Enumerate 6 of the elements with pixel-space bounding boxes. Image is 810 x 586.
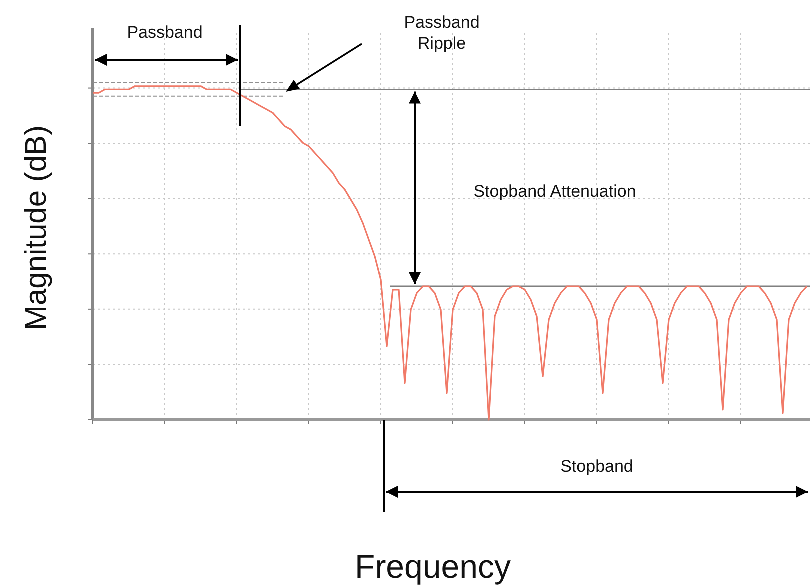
text: Passband Ripple (404, 13, 480, 53)
text: Passband (127, 23, 203, 42)
y-axis-title: Magnitude (dB) (20, 125, 53, 331)
text: Stopband (560, 457, 634, 476)
x-axis-title: Frequency (355, 548, 512, 585)
annotation: Stopband Attenuation (474, 182, 636, 201)
